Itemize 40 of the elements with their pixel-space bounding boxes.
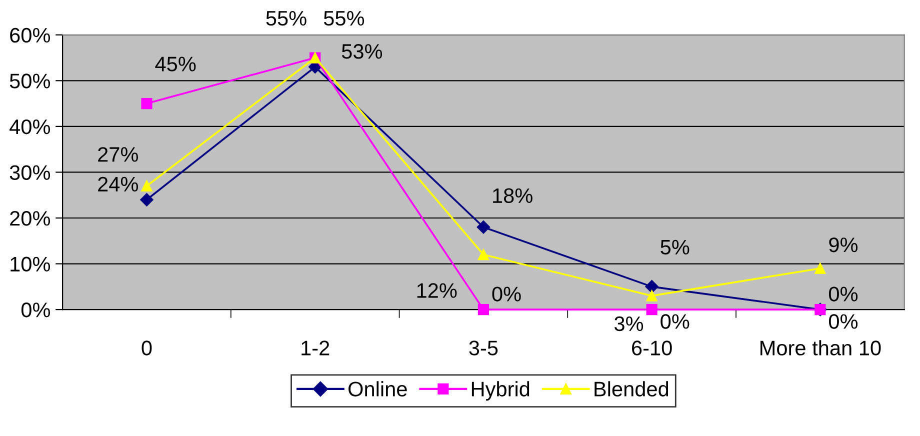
data-label: 55%	[324, 10, 364, 26]
data-label: 9%	[829, 237, 858, 252]
data-label: 3%	[614, 316, 644, 332]
x-tick-label: 3-5	[469, 340, 498, 356]
point	[476, 220, 490, 234]
y-tick-label: 30%	[10, 165, 50, 180]
y-tick-label: 10%	[10, 256, 50, 272]
legend-label: Online	[348, 381, 407, 396]
point	[814, 262, 826, 274]
x-tick-label: 1-2	[302, 340, 330, 356]
data-label: 55%	[266, 10, 306, 26]
data-label: 0%	[660, 314, 690, 329]
point	[141, 180, 152, 192]
point	[645, 280, 658, 294]
point	[646, 290, 658, 302]
point	[478, 249, 490, 260]
data-label: 24%	[98, 176, 138, 192]
point	[646, 304, 658, 316]
point	[141, 98, 152, 110]
data-label: 0%	[828, 314, 858, 329]
y-tick-label: 50%	[10, 74, 50, 88]
y-tick-label: 40%	[10, 119, 50, 134]
data-label: 12%	[417, 283, 457, 298]
data-label: 45%	[155, 56, 196, 72]
data-label: 5%	[660, 240, 690, 255]
y-tick-label: 20%	[10, 211, 50, 226]
data-label: 0%	[492, 286, 521, 302]
y-tick-label: 60%	[10, 28, 50, 43]
data-label: 18%	[493, 188, 532, 204]
point	[140, 193, 154, 206]
x-tick-label: 0	[142, 340, 152, 356]
legend-label: Blended	[594, 381, 668, 396]
x-tick-label: More than 10	[760, 340, 881, 356]
point	[478, 304, 490, 316]
x-tick-label: 6-10	[632, 340, 672, 356]
data-label: 0%	[828, 286, 858, 302]
data-label: 27%	[98, 147, 138, 162]
y-tick-label: 0%	[21, 302, 50, 318]
data-label: 53%	[342, 44, 382, 59]
legend-label: Hybrid	[472, 381, 530, 401]
